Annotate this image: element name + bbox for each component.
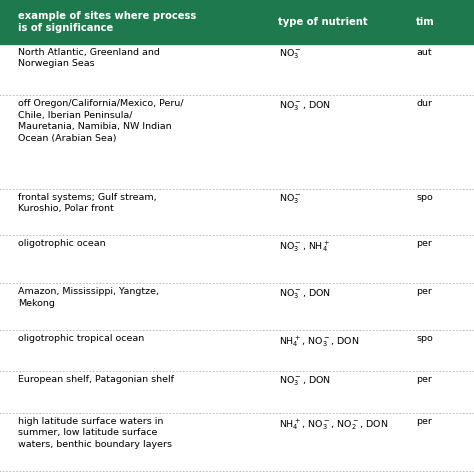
Text: per: per <box>416 417 432 426</box>
Text: frontal systems; Gulf stream,
Kuroshio, Polar front: frontal systems; Gulf stream, Kuroshio, … <box>18 192 156 213</box>
Text: oligotrophic ocean: oligotrophic ocean <box>18 239 106 248</box>
Text: NO$_3^-$, NH$_4^+$: NO$_3^-$, NH$_4^+$ <box>279 239 330 254</box>
Text: NO$_3^-$: NO$_3^-$ <box>279 48 301 61</box>
Text: spo: spo <box>416 334 433 343</box>
Text: aut: aut <box>416 48 432 57</box>
Text: spo: spo <box>416 192 433 201</box>
Text: tim: tim <box>416 17 435 27</box>
Text: NO$_3^-$, DON: NO$_3^-$, DON <box>279 375 331 388</box>
Text: example of sites where process
is of significance: example of sites where process is of sig… <box>18 11 196 33</box>
Bar <box>0 0 474 44</box>
Text: per: per <box>416 375 432 384</box>
Text: off Oregon/California/Mexico, Peru/
Chile, Iberian Peninsula/
Mauretania, Namibi: off Oregon/California/Mexico, Peru/ Chil… <box>18 99 183 143</box>
Text: NO$_3^-$, DON: NO$_3^-$, DON <box>279 99 331 113</box>
Text: dur: dur <box>416 99 432 108</box>
Text: oligotrophic tropical ocean: oligotrophic tropical ocean <box>18 334 144 343</box>
Text: NO$_3^-$: NO$_3^-$ <box>279 192 301 206</box>
Text: NH$_4^+$, NO$_3^-$, NO$_2^-$, DON: NH$_4^+$, NO$_3^-$, NO$_2^-$, DON <box>279 417 388 432</box>
Text: North Atlantic, Greenland and
Norwegian Seas: North Atlantic, Greenland and Norwegian … <box>18 48 160 68</box>
Text: per: per <box>416 239 432 248</box>
Text: high latitude surface waters in
summer, low latitude surface
waters, benthic bou: high latitude surface waters in summer, … <box>18 417 172 449</box>
Text: per: per <box>416 287 432 296</box>
Text: Amazon, Mississippi, Yangtze,
Mekong: Amazon, Mississippi, Yangtze, Mekong <box>18 287 159 308</box>
Text: type of nutrient: type of nutrient <box>278 17 368 27</box>
Text: NO$_3^-$, DON: NO$_3^-$, DON <box>279 287 331 301</box>
Text: European shelf, Patagonian shelf: European shelf, Patagonian shelf <box>18 375 174 384</box>
Text: NH$_4^+$, NO$_3^-$, DON: NH$_4^+$, NO$_3^-$, DON <box>279 334 359 349</box>
